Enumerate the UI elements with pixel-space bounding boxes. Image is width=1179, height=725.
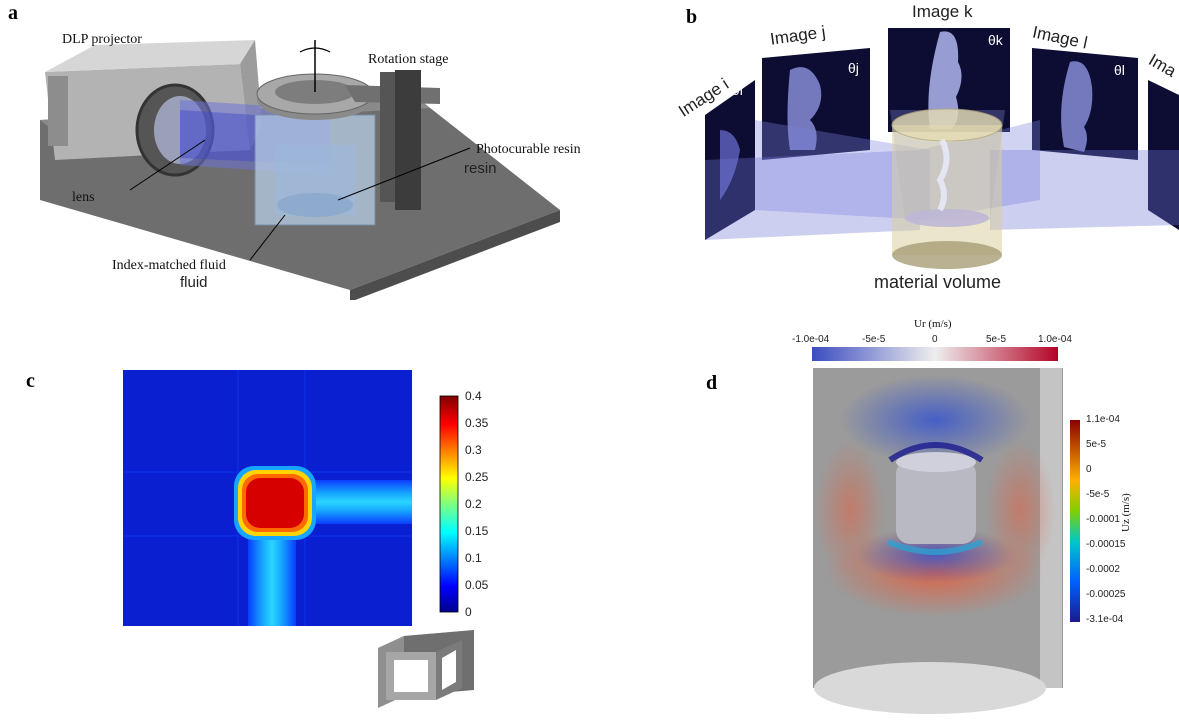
colorbar-tick: 0.1 [465,551,482,565]
colorbar-tick: 0.4 [465,389,482,403]
panel-b-label: b [686,6,698,28]
theta-i-label: θi [732,82,743,98]
top-colorbar-tick: -1.0e-04 [792,334,830,345]
printer-setup-illustration [40,40,560,300]
right-colorbar-tick: 1.1e-04 [1086,414,1120,425]
right-colorbar-tick: 0 [1086,464,1092,475]
velocity-field-plot [812,347,1080,714]
panel-c: c [0,330,620,725]
right-colorbar-tick: -0.00025 [1086,589,1126,600]
index-matched-fluid-label: Index-matched fluid [112,258,226,273]
panel-d-label: d [706,372,718,394]
rotation-stage-label: Rotation stage [368,52,449,67]
concentration-heatmap [123,370,474,708]
panel-c-label: c [26,370,35,392]
resin-overlay-label: resin [464,160,497,177]
colorbar-tick: 0.15 [465,524,489,538]
image-k-label: Image k [912,2,973,21]
right-colorbar-tick: -5e-5 [1086,489,1110,500]
theta-k-label: θk [988,32,1003,48]
tomography-projection-illustration [705,28,1179,269]
lens-label: lens [72,190,95,205]
top-colorbar-tick: 5e-5 [986,334,1007,345]
right-colorbar-tick: 5e-5 [1086,439,1107,450]
top-colorbar-tick: 1.0e-04 [1038,334,1072,345]
dlp-projector-label: DLP projector [62,32,142,47]
cube-frame-icon [378,630,474,708]
right-colorbar-tick: -0.0001 [1086,514,1120,525]
colorbar-tick: 0.3 [465,443,482,457]
panel-d: d Ur (m/s) -1.0e-04 -5e-5 0 5e-5 1.0e-04 [660,310,1179,725]
colorbar-tick: 0.05 [465,578,489,592]
theta-l-label: θl [1114,62,1125,78]
top-colorbar-tick: 0 [932,334,938,345]
panel-b: b Image i Image j Image k Image l Ima θi… [660,0,1179,300]
colorbar-tick: 0 [465,605,472,619]
right-colorbar-tick: -0.0002 [1086,564,1120,575]
colorbar-tick: 0.2 [465,497,482,511]
right-colorbar-tick: -3.1e-04 [1086,614,1124,625]
colorbar-tick: 0.35 [465,416,489,430]
right-colorbar-tick: -0.00015 [1086,539,1126,550]
top-colorbar-title: Ur (m/s) [914,318,952,330]
theta-j-label: θj [848,60,859,76]
material-volume-label: material volume [874,272,1002,292]
right-colorbar-title: Uz (m/s) [1120,493,1132,532]
colorbar-tick: 0.25 [465,470,489,484]
photocurable-resin-label: Photocurable resin [476,142,581,157]
panel-a-label: a [8,2,18,24]
panel-a: a DLP projector Rotation [0,0,620,300]
top-colorbar-tick: -5e-5 [862,334,886,345]
fluid-overlay-label: fluid [180,274,208,291]
